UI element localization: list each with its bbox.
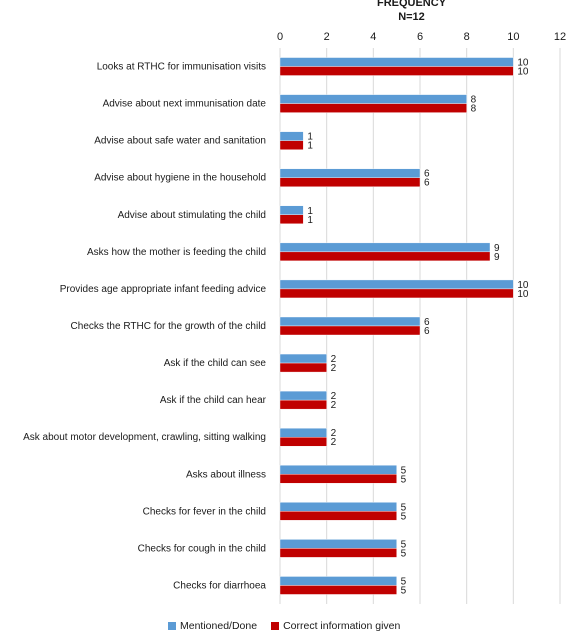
- legend-swatch-red: [271, 622, 280, 630]
- bar-mentioned: [279, 465, 397, 475]
- data-label: 5: [401, 585, 407, 596]
- x-tick-label: 0: [277, 31, 283, 43]
- data-label: 6: [424, 169, 430, 180]
- bar-mentioned: [279, 353, 327, 364]
- bar-correct: [279, 511, 397, 521]
- x-tick-label: 2: [324, 31, 330, 43]
- data-label: 1: [307, 141, 313, 152]
- bar-correct: [279, 325, 421, 336]
- legend-item-mentioned: Mentioned/Done: [168, 620, 257, 632]
- bar-correct: [279, 214, 304, 225]
- category-label: Checks the RTHC for the growth of the ch…: [71, 321, 266, 332]
- bar-mentioned: [279, 316, 421, 327]
- data-label: 5: [401, 576, 407, 587]
- bar-correct: [279, 140, 304, 150]
- x-tick-label: 8: [464, 31, 470, 43]
- category-label: Checks for diarrhoea: [173, 580, 266, 591]
- data-label: 10: [517, 289, 529, 300]
- category-label: Advise about hygiene in the household: [94, 173, 266, 184]
- bar-mentioned: [279, 205, 304, 216]
- bar-mentioned: [279, 502, 397, 512]
- legend-label-correct: Correct information given: [283, 620, 401, 632]
- bar-mentioned: [279, 539, 397, 549]
- category-label: Checks for fever in the child: [143, 506, 266, 517]
- data-label: 2: [331, 363, 337, 374]
- bar-correct: [279, 177, 421, 187]
- chart-title: FREQUENCY: [376, 0, 447, 9]
- data-label: 10: [517, 67, 529, 78]
- data-label: 9: [494, 252, 500, 263]
- data-label: 10: [517, 280, 529, 291]
- data-label: 8: [471, 104, 477, 115]
- bar-correct: [279, 103, 467, 113]
- data-label: 2: [331, 428, 337, 439]
- bar-mentioned: [279, 57, 514, 67]
- data-label: 5: [401, 539, 407, 550]
- data-label: 2: [331, 354, 337, 365]
- data-label: 9: [494, 243, 500, 254]
- data-label: 2: [331, 391, 337, 402]
- data-label: 5: [401, 548, 407, 559]
- data-label: 1: [307, 215, 313, 226]
- category-label: Provides age appropriate infant feeding …: [60, 284, 267, 295]
- data-label: 5: [401, 465, 407, 476]
- x-tick-label: 6: [417, 31, 423, 43]
- data-label: 10: [517, 58, 529, 69]
- bar-mentioned: [279, 242, 491, 253]
- legend-swatch-blue: [168, 622, 176, 630]
- bar-mentioned: [279, 428, 327, 438]
- category-label: Checks for cough in the child: [138, 543, 266, 554]
- data-label: 6: [424, 326, 430, 337]
- bar-correct: [279, 548, 397, 558]
- bar-correct: [279, 474, 397, 484]
- legend-item-correct: Correct information given: [271, 620, 400, 632]
- bar-correct: [279, 362, 327, 373]
- x-tick-label: 10: [507, 31, 519, 43]
- data-label: 1: [307, 206, 313, 217]
- bar-mentioned: [279, 279, 514, 290]
- bar-correct: [279, 585, 397, 595]
- data-label: 8: [471, 95, 477, 106]
- bar-correct: [279, 437, 327, 447]
- bar-correct: [279, 288, 514, 299]
- bar-mentioned: [279, 390, 327, 401]
- data-label: 2: [331, 437, 337, 448]
- bar-mentioned: [279, 168, 421, 178]
- category-label: Advise about safe water and sanitation: [94, 136, 266, 147]
- bar-correct: [279, 251, 491, 262]
- category-label: Asks about illness: [186, 469, 266, 480]
- chart-subtitle: N=12: [398, 11, 425, 23]
- chart-legend: Mentioned/Done Correct information given: [168, 620, 400, 632]
- x-tick-label: 12: [554, 31, 566, 43]
- category-label: Ask if the child can hear: [160, 395, 267, 406]
- legend-label-mentioned: Mentioned/Done: [180, 620, 258, 632]
- data-label: 1: [307, 132, 313, 143]
- data-label: 5: [401, 511, 407, 522]
- data-label: 5: [401, 474, 407, 485]
- bar-mentioned: [279, 94, 467, 104]
- category-label: Advise about next immunisation date: [103, 99, 267, 110]
- category-label: Advise about stimulating the child: [118, 210, 266, 221]
- category-label: Asks how the mother is feeding the child: [87, 247, 266, 258]
- category-label: Ask about motor development, crawling, s…: [23, 432, 266, 443]
- bar-mentioned: [279, 131, 304, 141]
- category-label: Ask if the child can see: [164, 358, 267, 369]
- data-label: 5: [401, 502, 407, 513]
- x-tick-label: 4: [370, 31, 376, 43]
- data-label: 2: [331, 400, 337, 411]
- bar-mentioned: [279, 576, 397, 586]
- category-label: Looks at RTHC for immunisation visits: [97, 62, 266, 73]
- bar-correct: [279, 399, 327, 410]
- bar-correct: [279, 66, 514, 76]
- data-label: 6: [424, 317, 430, 328]
- data-label: 6: [424, 178, 430, 189]
